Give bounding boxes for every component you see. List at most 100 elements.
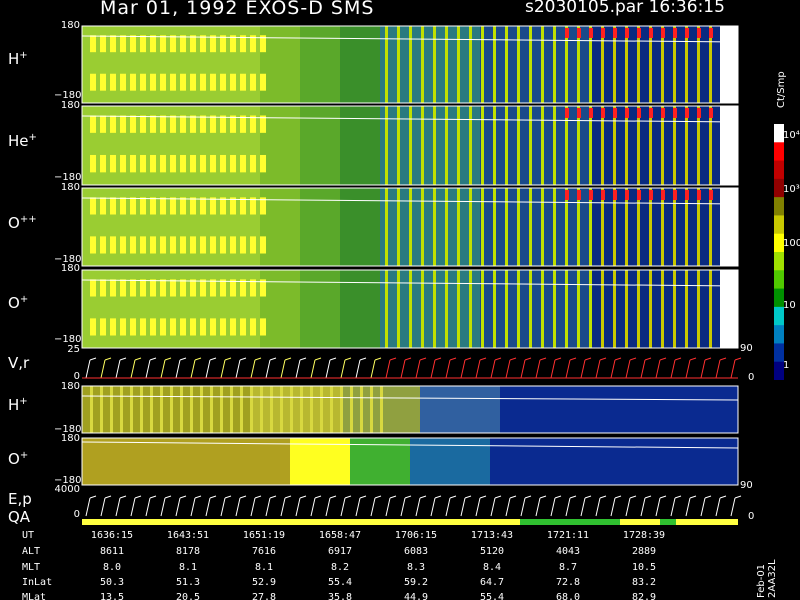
ep-sawtooth [700, 497, 706, 517]
spin-stripe [541, 188, 544, 266]
colorbar-step [774, 252, 784, 271]
right-tick: 0 [748, 372, 755, 383]
vr-sawtooth [175, 359, 181, 379]
vr-sawtooth [250, 359, 256, 379]
spin-stripe [409, 188, 412, 266]
ep-sawtooth [550, 497, 556, 517]
peak-mark [613, 108, 617, 118]
intensity-patch [150, 115, 156, 133]
ephemeris-cell: 2889 [631, 546, 657, 557]
ephemeris-cell: 4043 [555, 546, 581, 557]
ytick: 180 [60, 100, 80, 111]
vr-sawtooth [145, 359, 151, 379]
vr-sawtooth [520, 359, 526, 379]
h-plus-stripe [150, 386, 153, 433]
vr-sawtooth [490, 359, 496, 379]
vr-sawtooth [89, 357, 97, 361]
qa-bar-good [520, 519, 620, 525]
colorbar-tick: 1 [783, 360, 790, 371]
colorbar-tick: 10⁴ [783, 130, 800, 141]
colorbar-step [774, 270, 784, 290]
spin-stripe [397, 188, 400, 266]
vr-sawtooth [100, 359, 106, 379]
ephemeris-cell: 8178 [175, 546, 201, 557]
h-plus-stripe [190, 386, 193, 433]
ep-sawtooth [689, 495, 697, 499]
vr-sawtooth [235, 359, 241, 379]
ephemeris-cell: 44.9 [403, 592, 429, 600]
spin-stripe [469, 270, 472, 348]
ep-sawtooth [614, 495, 622, 499]
ep-sawtooth [434, 495, 442, 499]
intensity-patch [140, 318, 146, 336]
intensity-patch [180, 154, 186, 173]
intensity-patch [120, 115, 126, 133]
panel-label-vr: V,r [8, 354, 30, 372]
colorbar-step [774, 197, 784, 216]
spin-stripe [685, 26, 688, 103]
intensity-patch [210, 318, 216, 336]
ytick: 180 [60, 263, 80, 274]
h-plus-stripe [140, 386, 143, 433]
intensity-patch [190, 236, 196, 254]
spectrogram-band [300, 188, 340, 266]
ephemeris-cell: 1643:51 [166, 530, 210, 541]
vr-sawtooth [295, 359, 301, 379]
ep-sawtooth [194, 495, 202, 499]
spectrogram-band [260, 270, 300, 348]
intensity-patch [200, 236, 206, 254]
panel-frame [81, 437, 739, 486]
vr-sawtooth [329, 357, 337, 361]
peak-mark [673, 28, 677, 38]
panel-label-h-plus-2: H+ [8, 396, 28, 414]
vr-sawtooth [310, 359, 316, 379]
h-plus-stripe [330, 386, 333, 433]
ep-sawtooth [104, 495, 112, 499]
spectrogram-band [380, 270, 480, 348]
spin-stripe [505, 106, 508, 185]
intensity-patch [260, 197, 266, 215]
intensity-patch [230, 279, 236, 297]
ephemeris-cell: 82.9 [631, 592, 657, 600]
ephemeris-cell: 13.5 [99, 592, 125, 600]
peak-mark [697, 108, 701, 118]
vr-sawtooth [670, 359, 676, 379]
qa-bar-good [660, 519, 676, 525]
spin-stripe [613, 270, 616, 348]
colorbar-step [774, 124, 784, 143]
intensity-patch [170, 236, 176, 254]
intensity-patch [240, 115, 246, 133]
spin-stripe [709, 106, 712, 185]
intensity-patch [240, 154, 246, 173]
intensity-patch [140, 236, 146, 254]
intensity-patch [120, 318, 126, 336]
pitch-trace [81, 35, 739, 43]
vr-sawtooth [460, 359, 466, 379]
spin-stripe [661, 270, 664, 348]
spin-stripe [541, 270, 544, 348]
peak-mark [601, 28, 605, 38]
ep-sawtooth [179, 495, 187, 499]
ep-sawtooth [640, 497, 646, 517]
vr-sawtooth [599, 357, 607, 361]
spin-stripe [409, 26, 412, 103]
intensity-patch [160, 73, 166, 91]
intensity-patch [220, 35, 226, 53]
vr-sawtooth [340, 359, 346, 379]
spin-stripe [709, 270, 712, 348]
right-tick: 90 [740, 480, 753, 491]
vr-sawtooth [434, 357, 442, 361]
vr-sawtooth [254, 357, 262, 361]
vr-sawtooth [610, 359, 616, 379]
ep-sawtooth [389, 495, 397, 499]
panel-label-o-plus-2: O+ [8, 450, 29, 468]
ephemeris-cell: 5120 [479, 546, 505, 557]
vr-sawtooth [119, 357, 127, 361]
intensity-patch [100, 154, 106, 173]
ep-sawtooth [374, 495, 382, 499]
qa-bar [82, 519, 738, 525]
ep-sawtooth [209, 495, 217, 499]
intensity-patch [250, 115, 256, 133]
ep-sawtooth [325, 497, 331, 517]
intensity-patch [140, 154, 146, 173]
